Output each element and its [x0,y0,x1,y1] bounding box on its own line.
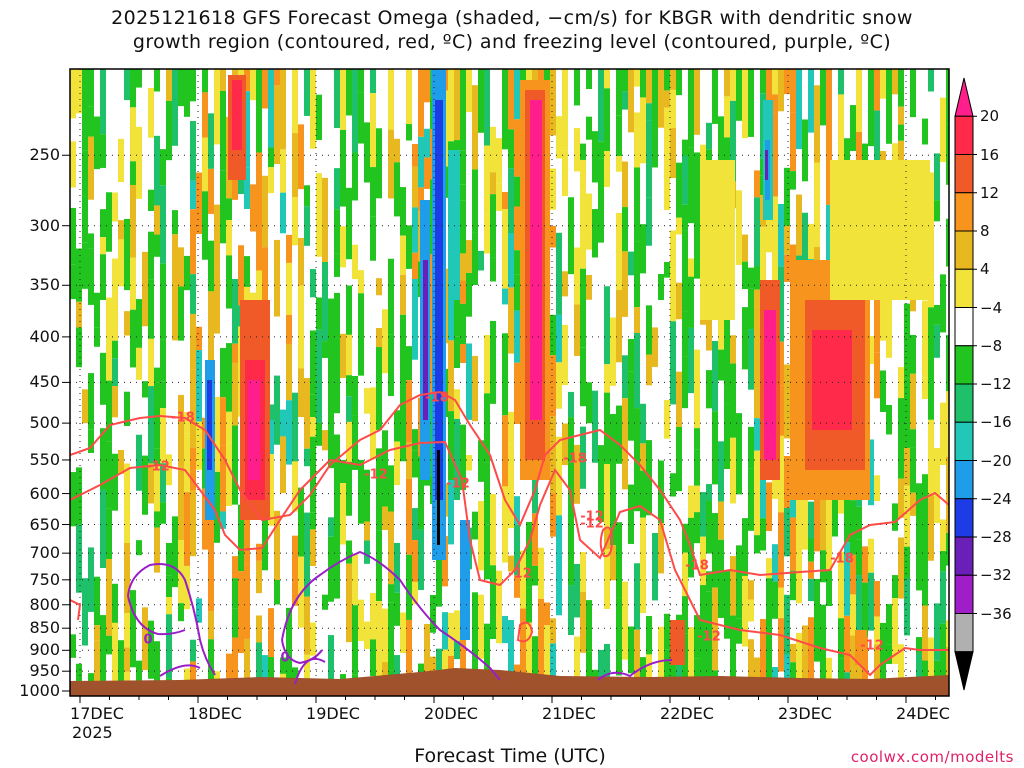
y-tick-label: 250 [29,145,60,165]
colorbar-level-label: 20 [980,107,1000,126]
contour-label-dendritic: -12 [580,517,604,532]
y-tick-label: 950 [29,661,60,681]
colorbar-segment [954,192,974,232]
y-tick-label: 900 [29,640,60,660]
colorbar-segment [954,460,974,500]
colorbar-segment [954,383,974,423]
y-tick-label: 500 [29,413,60,433]
x-tick-label: 20DEC [424,704,478,723]
credit-link[interactable]: coolwx.com/modelts [850,748,1014,766]
contour-label-dendritic: -12 [146,460,170,475]
colorbar-level-label: 4 [980,260,990,279]
contour-label-dendritic: -12 [580,510,604,525]
contour-labels: -18-12-18-12-18-12-12-12-18-12-18-12-120… [143,391,883,666]
y-tick-label: 300 [29,215,60,235]
x-tick-label: 21DEC [542,704,596,723]
x-tick-label: 22DEC [660,704,714,723]
chart-title-line2: growth region (contoured, red, ºC) and f… [132,31,892,53]
contour-label-dendritic: -12 [697,630,721,645]
colorbar-level-label: −8 [980,336,1003,355]
y-tick-label: 400 [29,326,60,346]
colorbar-segment [954,421,974,461]
colorbar-top-triangle [954,77,974,117]
colorbar-segment [954,307,974,347]
colorbar [954,77,977,691]
contour-label-dendritic: -18 [425,391,449,406]
colorbar-segment [954,154,974,194]
colorbar-bottom-triangle [954,651,974,691]
colorbar-segment [954,115,974,155]
contour-label-freezing: 0 [280,651,289,666]
contour-label-freezing: 0 [143,633,152,648]
y-tick-label: 450 [29,372,60,392]
colorbar-level-label: −20 [980,451,1012,470]
contour-label-dendritic: -18 [830,552,854,567]
colorbar-level-label: −32 [980,566,1012,585]
y-tick-label: 700 [29,543,60,563]
x-tick-label: 17DEC [70,704,124,723]
contour-label-dendritic: -18 [563,452,587,467]
y-tick-label: 800 [29,594,60,614]
contour-label-dendritic: -12 [508,567,532,582]
colorbar-segment [954,230,974,270]
x-tick-label: 23DEC [778,704,832,723]
contour-label-dendritic: -18 [171,411,195,426]
colorbar-segment [954,536,974,576]
colorbar-level-label: −28 [980,528,1012,546]
y-tick-label: 1000 [19,681,60,700]
y-ticks [62,154,70,692]
colorbar-level-label: −4 [980,298,1003,317]
colorbar-level-label: −24 [980,489,1012,508]
omega-shading [70,69,949,696]
contour-label-dendritic: -12 [364,468,388,483]
colorbar-level-label: 16 [980,145,1000,164]
colorbar-level-label: 8 [980,222,990,240]
colorbar-segment [954,613,974,653]
x-tick-label: 19DEC [306,704,360,723]
x-ticks [79,696,936,703]
colorbar-segment [954,574,974,614]
x-axis-title: Forecast Time (UTC) [414,745,606,767]
contour-label-dendritic: -12 [446,477,470,492]
chart-title-line1: 2025121618 GFS Forecast Omega (shaded, −… [111,7,913,29]
colorbar-segment [954,498,974,538]
grid-lines [70,69,949,696]
x-tick-label: 24DEC [896,704,950,723]
contour-label-dendritic: -12 [860,639,884,654]
y-tick-label: 750 [29,569,60,589]
y-tick-label: 600 [29,483,60,503]
contour-label-dendritic: -18 [685,559,709,574]
temperature-contours [70,390,949,685]
x-axis-year-label: 2025 [72,723,113,742]
y-tick-label: 550 [29,449,60,469]
colorbar-level-label: −16 [980,413,1012,432]
x-tick-label: 18DEC [188,704,242,723]
y-tick-label: 350 [29,275,60,295]
colorbar-segment [954,345,974,385]
colorbar-level-label: −12 [980,375,1012,393]
y-tick-label: 850 [29,618,60,638]
colorbar-level-label: 12 [980,183,1000,202]
colorbar-segment [954,268,974,308]
y-tick-label: 650 [29,514,60,534]
terrain-surface [70,668,949,696]
colorbar-level-label: −36 [980,604,1012,623]
